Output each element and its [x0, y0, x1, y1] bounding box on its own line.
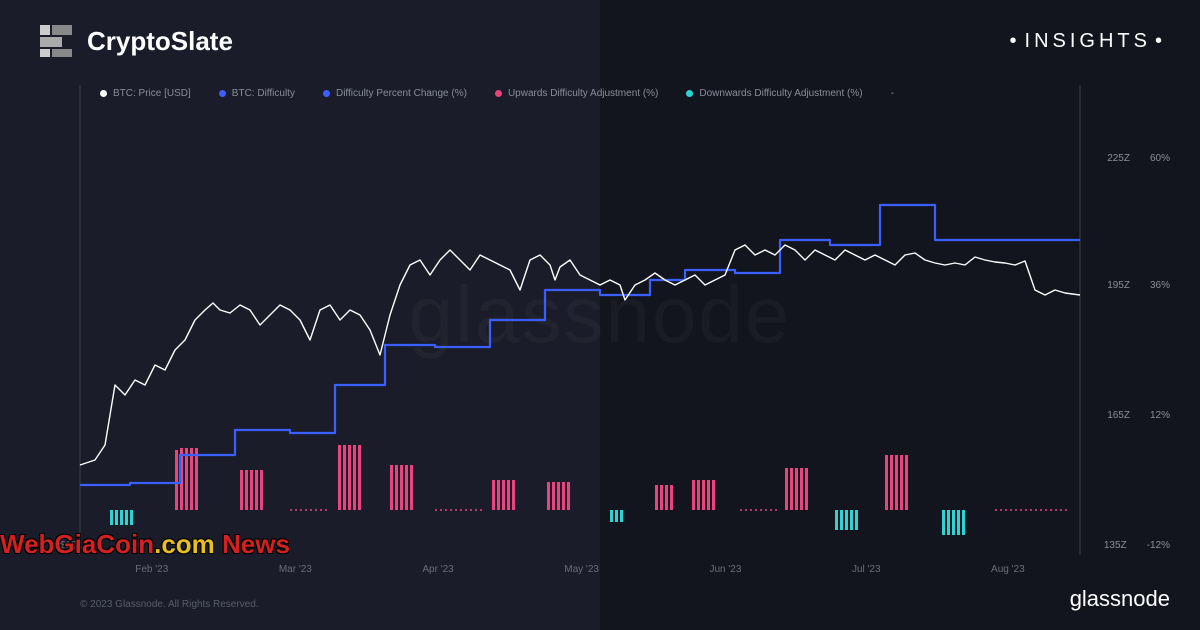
legend-item: BTC: Price [USD]: [100, 88, 191, 99]
y-right-2-top: 60%: [1150, 153, 1170, 164]
legend-label: BTC: Difficulty: [232, 88, 295, 99]
overlay-part1: WebGiaCoin: [0, 529, 154, 559]
y-right-1-bottom: 135Z: [1104, 540, 1127, 551]
x-label: Apr '23: [422, 564, 453, 575]
y-right-1-top: 225Z: [1107, 153, 1130, 164]
footer-brand: glassnode: [1070, 586, 1170, 612]
news-overlay: WebGiaCoin.com News: [0, 529, 290, 560]
y-right-row-1: 225Z 60%: [1107, 153, 1170, 164]
y-right-1-mid1: 195Z: [1107, 280, 1130, 291]
x-label: Mar '23: [279, 564, 312, 575]
y-right-row-4: 135Z -12%: [1104, 540, 1170, 551]
overlay-part2: .com: [154, 529, 215, 559]
overlay-part3: News: [215, 529, 290, 559]
header: CryptoSlate: [40, 25, 233, 57]
y-right-2-bottom: -12%: [1147, 540, 1170, 551]
x-label: Feb '23: [135, 564, 168, 575]
legend-item: Difficulty Percent Change (%): [323, 88, 467, 99]
chart-area: [80, 85, 1080, 555]
legend-item: BTC: Difficulty: [219, 88, 295, 99]
legend-label: BTC: Price [USD]: [113, 88, 191, 99]
legend-dot: [219, 90, 226, 97]
legend-item: Upwards Difficulty Adjustment (%): [495, 88, 658, 99]
y-right-1-mid2: 165Z: [1107, 410, 1130, 421]
legend-dot: [686, 90, 693, 97]
y-right-2-mid1: 36%: [1150, 280, 1170, 291]
x-label: May '23: [564, 564, 599, 575]
cryptoslate-logo-icon: [40, 25, 72, 57]
chart-legend: BTC: Price [USD] BTC: Difficulty Difficult…: [100, 88, 894, 99]
x-label: Jul '23: [852, 564, 881, 575]
x-label: Jun '23: [709, 564, 741, 575]
legend-label: -: [891, 88, 894, 99]
legend-label: Upwards Difficulty Adjustment (%): [508, 88, 658, 99]
insights-label: INSIGHTS: [1006, 30, 1170, 53]
y-right-row-3: 165Z 12%: [1107, 410, 1170, 421]
legend-label: Difficulty Percent Change (%): [336, 88, 467, 99]
legend-item: Downwards Difficulty Adjustment (%): [686, 88, 862, 99]
legend-dot: [100, 90, 107, 97]
legend-item: -: [891, 88, 894, 99]
x-axis-labels: Feb '23 Mar '23 Apr '23 May '23 Jun '23 Jul '…: [80, 564, 1080, 575]
legend-dot: [495, 90, 502, 97]
y-right-2-mid2: 12%: [1150, 410, 1170, 421]
y-right-row-2: 195Z 36%: [1107, 280, 1170, 291]
brand-name: CryptoSlate: [87, 26, 233, 57]
x-label: Aug '23: [991, 564, 1025, 575]
legend-dot: [323, 90, 330, 97]
legend-label: Downwards Difficulty Adjustment (%): [699, 88, 862, 99]
copyright: © 2023 Glassnode. All Rights Reserved.: [80, 599, 259, 610]
